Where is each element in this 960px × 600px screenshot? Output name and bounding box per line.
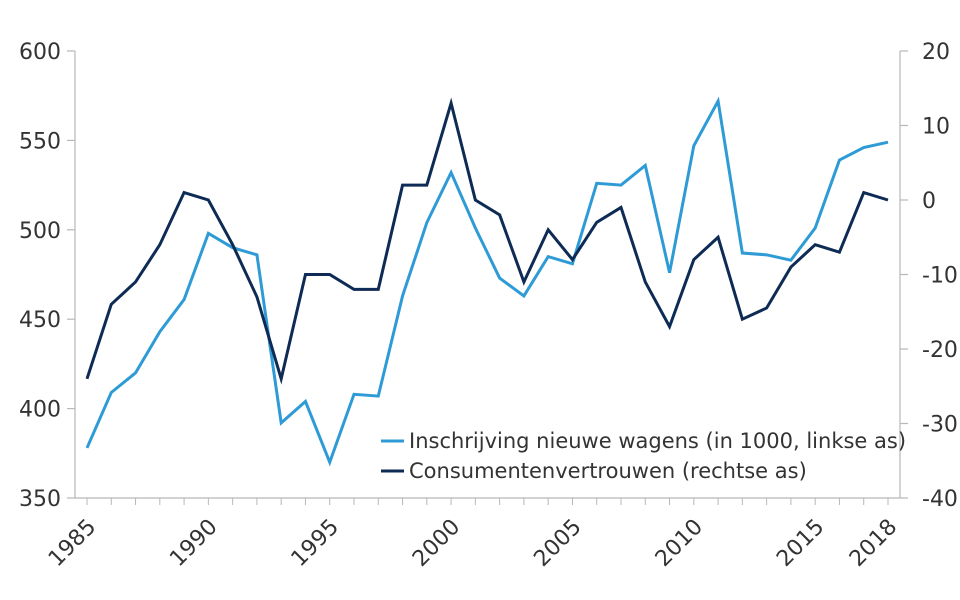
- x-tick-label: 1995: [287, 515, 344, 572]
- right-y-tick-label: -40: [922, 487, 958, 512]
- right-y-tick-label: -20: [922, 338, 958, 363]
- left-y-tick-label: 350: [19, 487, 61, 512]
- right-y-tick-label: -10: [922, 264, 958, 289]
- right-y-tick-label: 0: [922, 189, 936, 214]
- left-y-tick-label: 450: [19, 308, 61, 333]
- right-y-tick-label: 10: [922, 115, 950, 140]
- axes: 350 400 450 500 550 600 -40 -30 -20 -10 0 10 20 1985 1…: [19, 40, 958, 572]
- left-y-tick-label: 400: [19, 398, 61, 423]
- left-y-tick-label: 600: [19, 40, 61, 65]
- right-y-tick-label: -30: [922, 413, 958, 438]
- legend: Inschrijving nieuwe wagens (in 1000, lin…: [381, 429, 906, 483]
- series-line-new-car-registrations: [85, 96, 889, 467]
- legend-label: Consumentenvertrouwen (rechtse as): [409, 459, 807, 483]
- series-line-consumer-confidence: [85, 97, 889, 385]
- x-tick-label: 2015: [772, 515, 829, 572]
- left-y-tick-label: 550: [19, 129, 61, 154]
- series-layer: [85, 96, 889, 467]
- x-tick-label: 2000: [408, 515, 465, 572]
- left-y-tick-label: 500: [19, 219, 61, 244]
- x-tick-label: 1990: [165, 515, 222, 572]
- x-tick-label: 2010: [651, 515, 708, 572]
- x-tick-label: 1985: [44, 515, 101, 572]
- legend-label: Inschrijving nieuwe wagens (in 1000, lin…: [409, 429, 906, 453]
- x-tick-label: 2005: [529, 515, 586, 572]
- x-tick-label: 2018: [845, 515, 902, 572]
- right-y-tick-label: 20: [922, 40, 950, 65]
